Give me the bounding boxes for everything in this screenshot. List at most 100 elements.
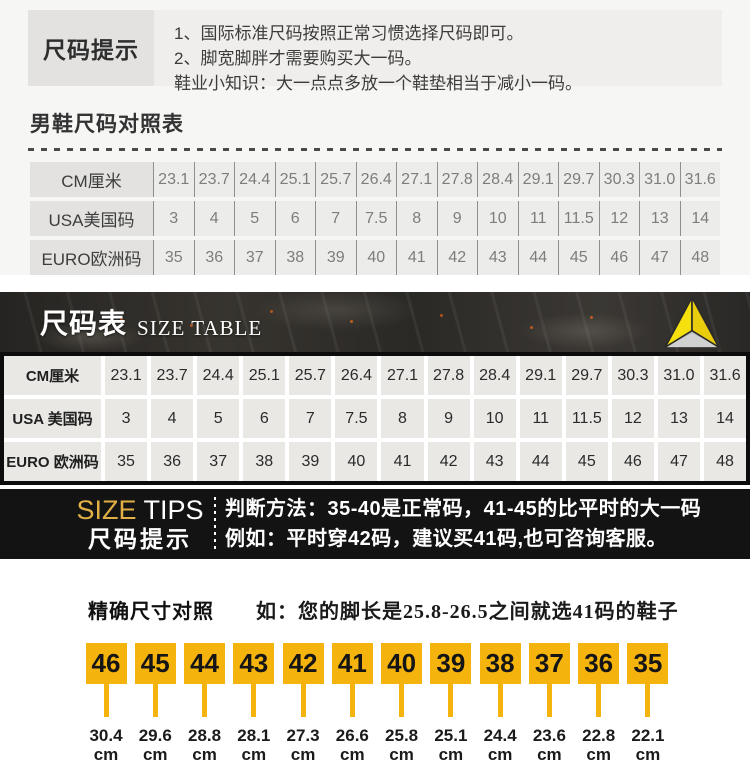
size-marker-flag: 36 <box>578 643 620 684</box>
table-cell: 27.8 <box>437 162 478 197</box>
table-cell: 3 <box>154 201 195 236</box>
table-cell: 40 <box>335 442 378 481</box>
size-marker-stem <box>546 684 552 717</box>
table-cell: 7.5 <box>356 201 397 236</box>
tips-banner-title: SIZE TIPS 尺码提示 <box>76 495 204 553</box>
row-header-euro: EURO欧洲码 <box>30 240 154 275</box>
size-marker-flag: 43 <box>233 643 275 684</box>
size-marker-cm: 22.1 cm <box>631 726 665 764</box>
size-marker-cm: 26.6 cm <box>335 726 369 764</box>
table-cell: 42 <box>427 442 470 481</box>
table-row: CM厘米 23.1 23.7 24.4 25.1 25.7 26.4 27.1 27.8 28.… <box>30 162 720 197</box>
size-table-banner: 尺码表 SIZE TABLE <box>0 292 750 352</box>
table-cell: 37 <box>235 240 276 275</box>
table-cell: 23.7 <box>194 162 235 197</box>
size-marker-flag: 37 <box>528 643 570 684</box>
size-marker: 42 27.3 cm <box>281 643 325 764</box>
row-cells: 3 4 5 6 7 7.5 8 9 10 11 11.5 12 13 14 <box>154 201 720 236</box>
table-cell: 13 <box>657 399 701 438</box>
row-header-cm: CM厘米 <box>4 356 101 395</box>
table-cell: 43 <box>478 240 519 275</box>
size-marker-flag: 39 <box>430 643 472 684</box>
markers-row: 46 30.4 cm 45 29.6 cm 44 28.8 cm 43 28.1 cm 42 27.3 cm… <box>84 643 670 764</box>
table-cell: 36 <box>151 442 194 481</box>
size-marker-cm: 30.4 cm <box>89 726 123 764</box>
size-tips-box: 尺码提示 1、国际标准尺码按照正常习惯选择尺码即可。 2、脚宽脚胖才需要购买大一… <box>28 10 722 93</box>
size-marker-flag: 38 <box>479 643 521 684</box>
table-cell: 31.0 <box>657 356 701 395</box>
table-cell: 44 <box>519 442 562 481</box>
tips-line: 判断方法：35-40是正常码，41-45的比平时的大一码 <box>225 498 702 520</box>
size-marker: 37 23.6 cm <box>527 643 571 764</box>
size-marker-cm: 24.4 cm <box>483 726 517 764</box>
top-section: 尺码提示 1、国际标准尺码按照正常习惯选择尺码即可。 2、脚宽脚胖才需要购买大一… <box>0 0 750 275</box>
table-cell: 24.4 <box>235 162 276 197</box>
size-marker-stem <box>645 684 651 717</box>
table-cell: 31.0 <box>640 162 681 197</box>
table-cell: 23.1 <box>105 356 148 395</box>
table-cell: 25.7 <box>316 162 357 197</box>
table-cell: 38 <box>275 240 316 275</box>
size-tips-title: 尺码提示 <box>28 10 154 86</box>
size-marker-stem <box>448 684 454 717</box>
tips-banner-title-cn: 尺码提示 <box>88 526 192 552</box>
size-marker-flag: 40 <box>381 643 423 684</box>
table-cell: 46 <box>611 442 654 481</box>
size-marker-cm: 22.8 cm <box>582 726 616 764</box>
table-cell: 6 <box>275 201 316 236</box>
table-cell: 27.1 <box>397 162 438 197</box>
size-marker-flag: 46 <box>85 643 127 684</box>
table-cell: 4 <box>194 201 235 236</box>
table-cell: 45 <box>559 240 600 275</box>
table-cell: 11.5 <box>559 201 600 236</box>
row-header-usa: USA美国码 <box>30 201 154 236</box>
table-cell: 7 <box>289 399 332 438</box>
table-cell: 47 <box>657 442 701 481</box>
size-marker-cm: 25.1 cm <box>434 726 468 764</box>
table-cell: 28.4 <box>478 162 519 197</box>
table-cell: 36 <box>194 240 235 275</box>
row-cells: 23.1 23.7 24.4 25.1 25.7 26.4 27.1 27.8 28.4 29.1… <box>105 356 747 395</box>
size-marker-stem <box>251 684 257 717</box>
size-marker-flag: 44 <box>184 643 226 684</box>
size-word: SIZE <box>76 495 137 525</box>
row-cells: 3 4 5 6 7 7.5 8 9 10 11 11.5 12 13 14 <box>105 399 747 438</box>
tip-line: 鞋业小知识：大一点点多放一个鞋垫相当于减小一码。 <box>174 74 582 93</box>
size-marker: 35 22.1 cm <box>626 643 670 764</box>
dotted-divider <box>214 497 216 551</box>
table-cell: 29.7 <box>565 356 608 395</box>
table-cell: 12 <box>599 201 640 236</box>
table-cell: 14 <box>704 399 747 438</box>
size-marker-cm: 23.6 cm <box>532 726 566 764</box>
table-cell: 9 <box>427 399 470 438</box>
table-cell: 4 <box>151 399 194 438</box>
size-marker: 36 22.8 cm <box>577 643 621 764</box>
size-marker-cm: 28.8 cm <box>187 726 222 764</box>
size-marker-cm: 28.1 cm <box>237 726 271 764</box>
size-marker: 45 29.6 cm <box>133 643 177 764</box>
table-cell: 9 <box>437 201 478 236</box>
table-cell: 35 <box>154 240 195 275</box>
tip-line: 2、脚宽脚胖才需要购买大一码。 <box>174 49 422 68</box>
table-cell: 27.8 <box>427 356 470 395</box>
size-marker-stem <box>202 684 208 717</box>
table-cell: 11.5 <box>565 399 608 438</box>
table-cell: 45 <box>565 442 608 481</box>
table-cell: 38 <box>243 442 286 481</box>
table-cell: 31.6 <box>704 356 747 395</box>
size-marker: 46 30.4 cm <box>84 643 128 764</box>
table-cell: 29.7 <box>559 162 600 197</box>
size-marker-stem <box>300 684 306 717</box>
table-row: EURO欧洲码 35 36 37 38 39 40 41 42 43 44 45 46 47 48 <box>30 240 720 275</box>
size-tips-body: 1、国际标准尺码按照正常习惯选择尺码即可。 2、脚宽脚胖才需要购买大一码。 鞋业… <box>154 10 722 93</box>
size-marker-stem <box>596 684 602 717</box>
tips-word: TIPS <box>143 495 204 525</box>
table-cell: 25.7 <box>289 356 332 395</box>
table-cell: 31.6 <box>680 162 720 197</box>
table-row: USA 美国码 3 4 5 6 7 7.5 8 9 10 11 11.5 12 13 14 <box>4 399 747 438</box>
table-cell: 39 <box>289 442 332 481</box>
table-cell: 24.4 <box>197 356 240 395</box>
tips-line: 例如：平时穿42码，建议买41码,也可咨询客服。 <box>225 528 668 550</box>
table-cell: 7 <box>316 201 357 236</box>
